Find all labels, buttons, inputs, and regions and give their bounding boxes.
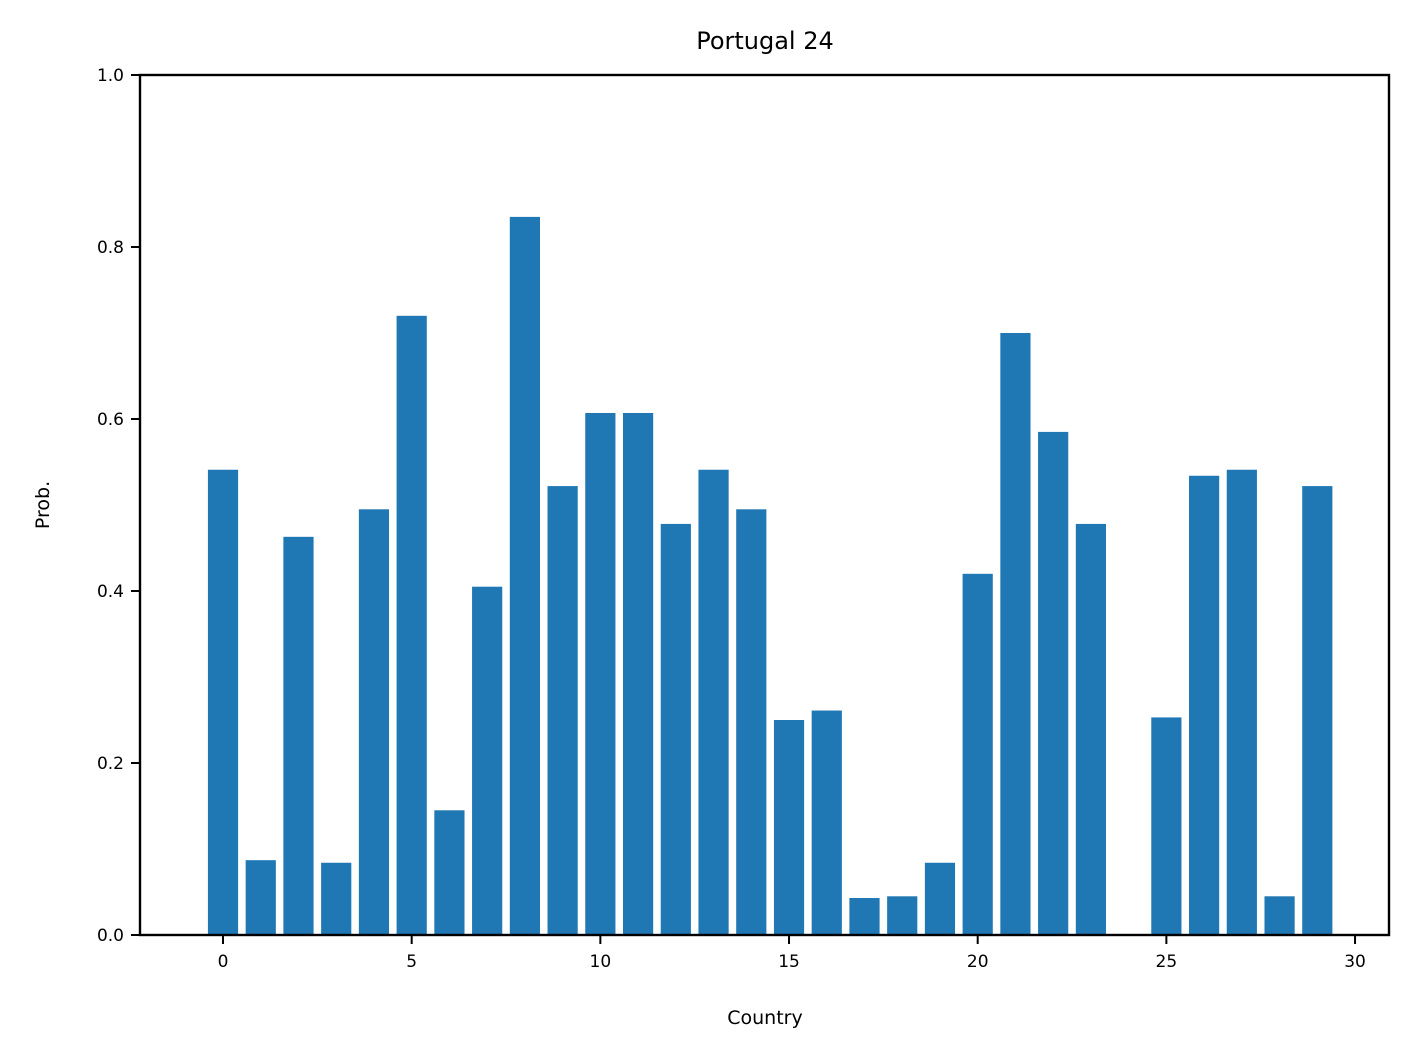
- bar-14: [736, 509, 767, 935]
- y-tick-label: 0.4: [97, 582, 124, 602]
- bar-1: [245, 860, 276, 935]
- x-tick-label: 0: [218, 952, 229, 972]
- x-tick-label: 15: [778, 952, 800, 972]
- bar-19: [924, 862, 956, 935]
- bar-29: [1302, 486, 1333, 935]
- bars-group: [207, 216, 1333, 936]
- bar-27: [1226, 469, 1257, 935]
- bar-12: [660, 523, 691, 935]
- bar-7: [472, 586, 503, 935]
- bar-26: [1189, 475, 1220, 935]
- x-tick-label: 20: [967, 952, 989, 972]
- bar-20: [962, 573, 993, 935]
- x-axis: 0 5 10 15 20 25 30: [218, 935, 1366, 972]
- x-axis-label: Country: [727, 1007, 802, 1029]
- plot-frame: [138, 73, 1391, 937]
- bar-5: [396, 315, 427, 935]
- bar-25: [1151, 717, 1182, 935]
- y-axis-label: Prob.: [32, 481, 54, 529]
- bar-11: [622, 412, 654, 936]
- bar-8: [509, 216, 540, 935]
- bar-28: [1264, 896, 1295, 935]
- bar-10: [585, 412, 616, 936]
- bar-13: [698, 469, 729, 935]
- x-tick-label: 30: [1344, 952, 1366, 972]
- x-tick-label: 5: [406, 952, 417, 972]
- bar-3: [321, 862, 352, 935]
- bar-16: [811, 710, 842, 935]
- y-tick-label: 0.8: [97, 238, 124, 258]
- bar-18: [887, 896, 918, 935]
- bar-4: [358, 509, 390, 935]
- bar-0: [207, 469, 239, 935]
- y-tick-label: 1.0: [97, 66, 124, 86]
- bar-23: [1075, 523, 1106, 935]
- y-tick-label: 0.0: [97, 926, 124, 946]
- x-tick-label: 25: [1156, 952, 1178, 972]
- bar-6: [434, 810, 465, 935]
- y-tick-label: 0.2: [97, 754, 124, 774]
- x-tick-label: 10: [590, 952, 612, 972]
- y-tick-label: 0.6: [97, 410, 124, 430]
- chart-title: Portugal 24: [696, 27, 834, 55]
- bar-17: [849, 898, 880, 935]
- bar-21: [1000, 333, 1031, 935]
- y-axis: 0.0 0.2 0.4 0.6 0.8 1.0: [97, 66, 140, 946]
- bar-22: [1038, 431, 1069, 935]
- bar-9: [547, 486, 578, 935]
- bar-15: [773, 720, 805, 935]
- bar-2: [283, 536, 314, 935]
